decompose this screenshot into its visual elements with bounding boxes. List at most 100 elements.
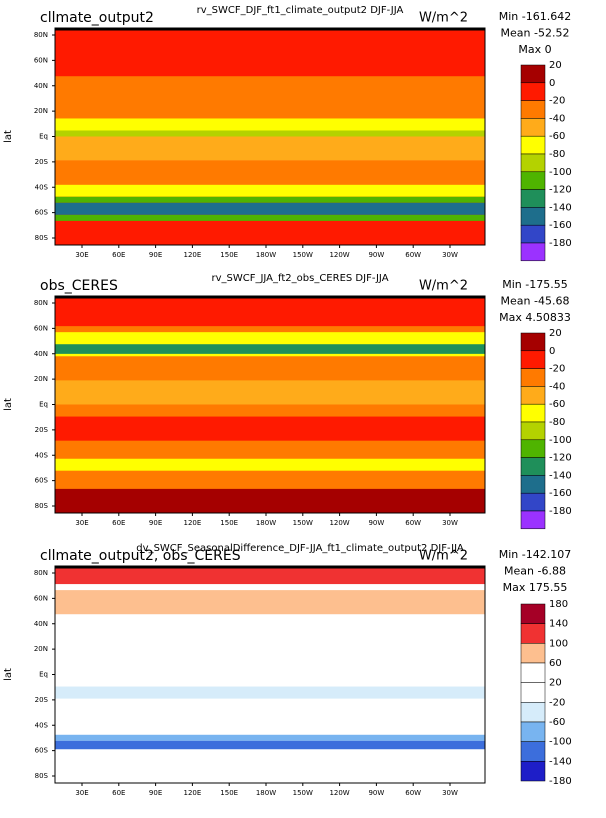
lat-tick-label: 40S [35, 451, 49, 459]
colorbar-label: -80 [549, 149, 565, 160]
lon-tick-label: 60W [405, 519, 421, 527]
colorbar-swatch [520, 662, 546, 683]
colorbar-label: -120 [549, 453, 572, 464]
lat-tick-label: 40S [35, 721, 49, 729]
colorbar-swatch [520, 475, 546, 494]
lat-tick-label: 60S [35, 747, 49, 755]
colorbar-swatch [520, 224, 546, 244]
colorbar-label: -80 [549, 417, 565, 428]
map-band [55, 196, 485, 203]
colorbar-label: -60 [549, 717, 565, 728]
lon-tick-label: 150E [220, 789, 238, 797]
colorbar-label: -20 [549, 364, 565, 375]
lon-tick-label: 120W [329, 789, 349, 797]
colorbar-swatch [520, 135, 546, 155]
colorbar-swatch [520, 510, 546, 530]
lat-tick-label: 80S [35, 234, 49, 242]
colorbar-swatch [520, 439, 546, 458]
colorbar-label: 100 [549, 638, 568, 649]
lon-tick-label: 60E [112, 251, 125, 259]
lat-tick-label: 80N [34, 31, 48, 39]
map-band [55, 344, 485, 354]
colorbar-swatch [520, 623, 546, 644]
map-band [55, 734, 485, 741]
lat-tick-label: 20N [34, 375, 48, 383]
colorbar-label: -180 [549, 506, 572, 517]
colorbar-label: -100 [549, 167, 572, 178]
map-band [55, 214, 485, 221]
lon-tick-label: 180W [256, 251, 276, 259]
lon-tick-label: 90E [149, 251, 162, 259]
colorbar-swatch [520, 761, 546, 782]
colorbar-swatch [520, 603, 546, 624]
colorbar-label: -60 [549, 131, 565, 142]
colorbar-label: 140 [549, 619, 568, 630]
lat-tick-label: 80S [35, 772, 49, 780]
stat-label: Mean -6.88 [504, 565, 566, 578]
map-band [55, 296, 485, 327]
stat-label: Max 4.50833 [499, 311, 571, 324]
colorbar-swatch [520, 207, 546, 226]
lon-tick-label: 150W [293, 789, 313, 797]
colorbar-swatch [520, 100, 546, 119]
lat-tick-label: 60N [34, 324, 48, 332]
units-label: W/m^2 [419, 279, 468, 294]
colorbar-label: -140 [549, 756, 572, 767]
lon-tick-label: 60W [405, 251, 421, 259]
lat-tick-label: 80S [35, 502, 49, 510]
lat-tick-label: 60S [35, 477, 49, 485]
y-axis-label: lat [3, 398, 14, 411]
stat-label: Min -142.107 [499, 548, 571, 561]
lon-tick-label: 90W [368, 789, 384, 797]
lon-tick-label: 30E [75, 519, 88, 527]
colorbar-swatch [520, 189, 546, 208]
map-panel: cllmate_output2, obs_CERESdv_SWCF_Season… [3, 543, 572, 797]
stat-label: Mean -45.68 [501, 295, 570, 308]
lat-tick-label: Eq [39, 133, 48, 141]
colorbar-swatch [520, 403, 546, 423]
lat-tick-label: 60N [34, 594, 48, 602]
lat-tick-label: Eq [39, 671, 48, 679]
lat-tick-label: 20N [34, 645, 48, 653]
lat-tick-label: 20S [35, 158, 49, 166]
colorbar-swatch [520, 741, 546, 762]
colorbar-label: -160 [549, 488, 572, 499]
map-band [55, 488, 485, 513]
colorbar-swatch [520, 332, 546, 352]
lon-tick-label: 60W [405, 789, 421, 797]
lon-tick-label: 150E [220, 519, 238, 527]
colorbar-swatch [520, 492, 546, 512]
lon-tick-label: 30W [442, 519, 458, 527]
panel-subtitle: dv_SWCF_SeasonalDifference_DJF-JJA_ft1_c… [136, 543, 464, 554]
lat-tick-label: 60N [34, 56, 48, 64]
colorbar-label: -140 [549, 202, 572, 213]
lon-tick-label: 120W [329, 519, 349, 527]
map-band [55, 202, 485, 215]
colorbar-swatch [520, 643, 546, 664]
colorbar-label: 20 [549, 678, 562, 689]
map-band [55, 136, 485, 161]
lat-tick-label: 20S [35, 696, 49, 704]
map-band [55, 566, 485, 585]
y-axis-label: lat [3, 668, 14, 681]
map-band [55, 686, 485, 699]
colorbar-label: -180 [549, 776, 572, 787]
colorbar-swatch [520, 242, 546, 262]
lon-tick-label: 30E [75, 789, 88, 797]
colorbar-label: -120 [549, 185, 572, 196]
units-label: W/m^2 [419, 549, 468, 564]
units-label: W/m^2 [419, 11, 468, 26]
colorbar-swatch [520, 350, 546, 369]
map-panel: cllmate_output2 rv_SWCF_DJF_ft1_climate_o… [3, 5, 572, 262]
colorbar-label: -60 [549, 399, 565, 410]
map-band [55, 76, 485, 119]
colorbar-label: -40 [549, 113, 565, 124]
colorbar-label: -140 [549, 470, 572, 481]
lat-tick-label: 40N [34, 620, 48, 628]
lon-tick-label: 30E [75, 251, 88, 259]
map-band [55, 380, 485, 405]
lat-tick-label: 40N [34, 350, 48, 358]
panel-title: obs_CERES [40, 278, 118, 294]
map-band [55, 470, 485, 489]
stat-label: Min -175.55 [502, 278, 567, 291]
